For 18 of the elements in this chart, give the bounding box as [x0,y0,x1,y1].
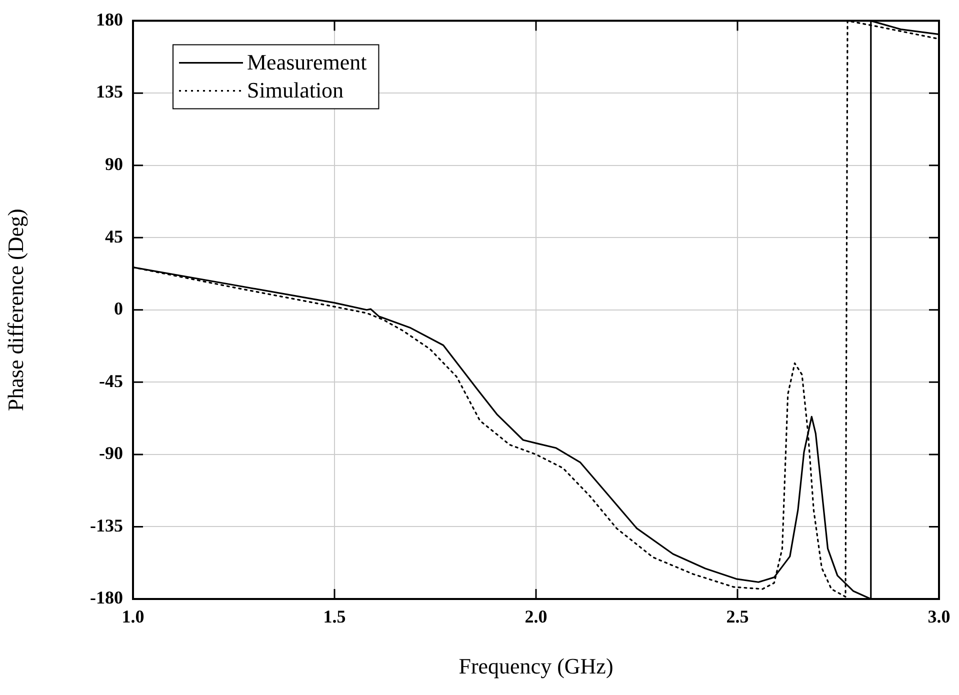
y-tick-label: 0 [114,298,123,319]
y-axis-title: Phase difference (Deg) [2,208,28,412]
x-tick-label: 1.5 [323,606,346,626]
y-tick-label: -90 [99,443,123,464]
y-tick-label: -135 [90,515,123,536]
x-axis-title: Frequency (GHz) [458,654,614,679]
legend-label: Measurement [247,50,367,75]
x-tick-label: 2.0 [524,606,548,626]
y-tick-label: 180 [96,9,123,30]
y-tick-label: 45 [105,226,123,246]
y-tick-label: -180 [90,588,123,608]
y-tick-label: 90 [105,154,123,174]
legend-label: Simulation [247,78,344,103]
x-tick-label: 1.0 [122,606,144,626]
x-tick-label: 3.0 [928,606,950,626]
y-tick-label: -45 [99,370,123,391]
x-tick-label: 2.5 [726,606,749,626]
y-tick-label: 135 [96,82,123,102]
